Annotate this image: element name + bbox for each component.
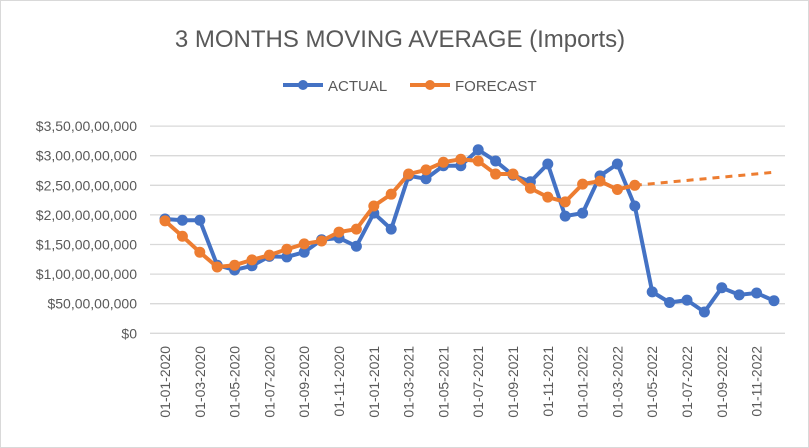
data-point bbox=[316, 235, 328, 247]
data-point bbox=[455, 153, 467, 165]
data-point bbox=[716, 282, 728, 294]
data-point bbox=[559, 196, 571, 208]
x-tick-label: 01-11-2022 bbox=[749, 346, 765, 417]
data-point bbox=[211, 261, 223, 273]
x-tick-label: 01-01-2020 bbox=[157, 346, 173, 418]
data-point bbox=[403, 168, 415, 180]
data-point bbox=[681, 294, 693, 306]
data-point bbox=[577, 178, 589, 190]
x-tick-label: 01-07-2022 bbox=[679, 346, 695, 418]
data-point bbox=[194, 246, 206, 258]
data-point bbox=[385, 223, 397, 235]
data-point bbox=[263, 249, 275, 261]
data-point bbox=[611, 183, 623, 195]
data-point bbox=[385, 188, 397, 200]
series-forecast bbox=[159, 153, 775, 273]
x-tick-label: 01-03-2022 bbox=[609, 346, 625, 418]
data-point bbox=[229, 259, 241, 271]
data-point bbox=[733, 289, 745, 301]
data-point bbox=[490, 155, 502, 167]
data-point bbox=[350, 223, 362, 235]
x-tick-label: 01-05-2020 bbox=[227, 346, 243, 418]
y-tick-label: $1,00,00,00,000 bbox=[36, 266, 137, 282]
data-point bbox=[577, 207, 589, 219]
data-point bbox=[246, 254, 258, 266]
data-point bbox=[298, 246, 310, 258]
y-tick-label: $50,00,00,000 bbox=[47, 296, 137, 312]
data-point bbox=[437, 156, 449, 168]
data-point bbox=[524, 182, 536, 194]
x-tick-label: 01-05-2022 bbox=[644, 346, 660, 418]
x-tick-label: 01-09-2020 bbox=[296, 346, 312, 418]
data-point bbox=[611, 158, 623, 170]
y-tick-label: $2,50,00,00,000 bbox=[36, 177, 137, 193]
data-point bbox=[768, 295, 780, 307]
data-point bbox=[664, 297, 676, 309]
data-point bbox=[420, 173, 432, 185]
data-point bbox=[368, 200, 380, 212]
x-tick-label: 01-03-2021 bbox=[401, 346, 417, 418]
legend-label-forecast: FORECAST bbox=[455, 78, 537, 95]
x-tick-label: 01-11-2021 bbox=[540, 346, 556, 417]
data-point bbox=[542, 158, 554, 170]
data-point bbox=[159, 215, 171, 227]
y-tick-label: $0 bbox=[121, 325, 137, 341]
x-tick-label: 01-05-2021 bbox=[435, 346, 451, 418]
data-point bbox=[751, 287, 763, 299]
data-point bbox=[698, 306, 710, 318]
data-point bbox=[298, 238, 310, 250]
legend-item-actual[interactable]: ACTUAL bbox=[283, 78, 387, 95]
x-tick-label: 01-07-2020 bbox=[261, 346, 277, 418]
data-point bbox=[559, 210, 571, 222]
data-point bbox=[176, 230, 188, 242]
trendline-forecast bbox=[634, 170, 775, 187]
data-point bbox=[629, 179, 641, 191]
data-point bbox=[472, 144, 484, 156]
chart-title: 3 MONTHS MOVING AVERAGE (Imports) bbox=[175, 26, 625, 53]
x-tick-label: 01-01-2022 bbox=[575, 346, 591, 418]
data-point bbox=[629, 200, 641, 212]
y-tick-label: $2,00,00,00,000 bbox=[36, 207, 137, 223]
line-forecast bbox=[163, 157, 636, 269]
data-point bbox=[350, 240, 362, 252]
legend: ACTUAL FORECAST bbox=[283, 78, 537, 95]
x-tick-label: 01-09-2021 bbox=[505, 346, 521, 418]
legend-label-actual: ACTUAL bbox=[328, 78, 387, 95]
y-tick-label: $1,50,00,00,000 bbox=[36, 237, 137, 253]
data-point bbox=[594, 175, 606, 187]
data-point bbox=[646, 286, 658, 298]
x-tick-label: 01-03-2020 bbox=[192, 346, 208, 418]
data-point bbox=[490, 168, 502, 180]
x-tick-label: 01-11-2020 bbox=[331, 346, 347, 417]
data-point bbox=[507, 168, 519, 180]
data-point bbox=[472, 155, 484, 167]
data-point bbox=[333, 226, 345, 238]
x-tick-label: 01-09-2022 bbox=[714, 346, 730, 418]
data-point bbox=[542, 191, 554, 203]
legend-item-forecast[interactable]: FORECAST bbox=[410, 78, 537, 95]
data-point bbox=[281, 243, 293, 255]
y-tick-label: $3,00,00,00,000 bbox=[36, 148, 137, 164]
x-tick-label: 01-07-2021 bbox=[470, 346, 486, 418]
data-point bbox=[176, 214, 188, 226]
data-point bbox=[420, 164, 432, 176]
x-tick-label: 01-01-2021 bbox=[366, 346, 382, 418]
data-point bbox=[194, 214, 206, 226]
y-tick-label: $3,50,00,00,000 bbox=[36, 118, 137, 134]
data-point bbox=[281, 251, 293, 263]
